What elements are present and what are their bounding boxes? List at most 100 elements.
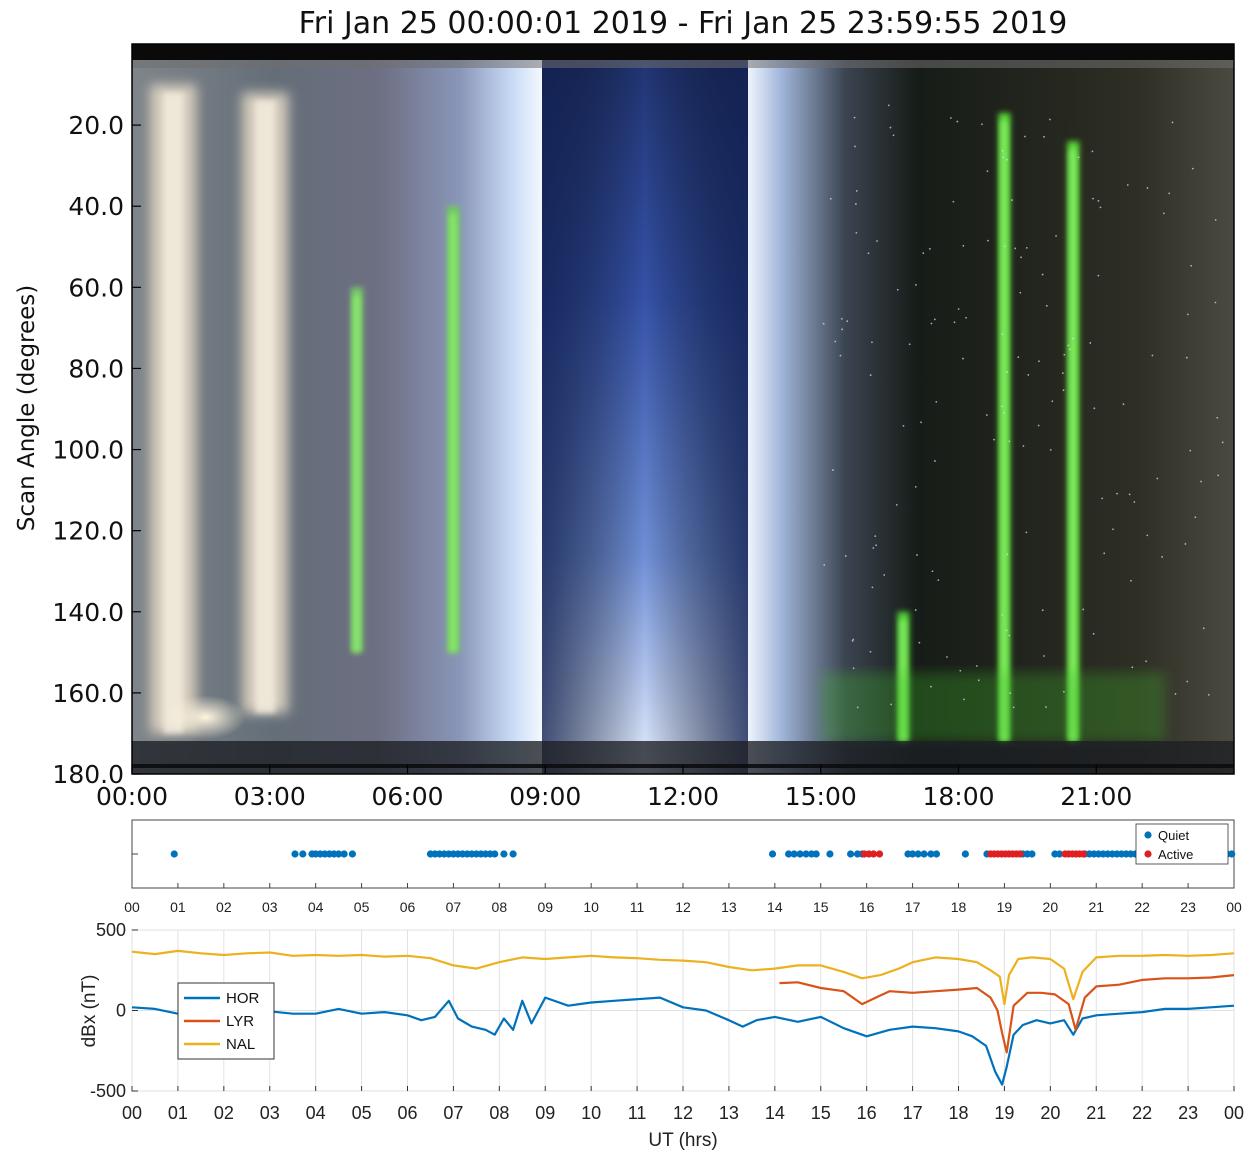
activity-x-tick-label: 17	[905, 899, 921, 915]
legend-nal-label: NAL	[226, 1036, 255, 1053]
star	[916, 554, 918, 556]
quiet-dot	[509, 850, 517, 858]
activity-x-tick-label: 21	[1088, 899, 1104, 915]
star	[993, 438, 995, 441]
star	[1116, 492, 1118, 495]
star	[1043, 135, 1045, 138]
activity-panel: 00 01 02 03 04 05 06 07 08 09 10 11 12 13 14 15 16 17 18 19…	[124, 819, 1242, 915]
star	[1200, 480, 1202, 483]
star	[851, 639, 854, 642]
star	[1055, 234, 1057, 237]
keogram-x-tick-label: 18:00	[922, 782, 994, 811]
star	[981, 123, 983, 126]
star	[1006, 371, 1008, 373]
star	[1214, 218, 1217, 221]
star	[1089, 342, 1092, 344]
quiet-dot	[291, 850, 299, 858]
star	[949, 117, 952, 119]
quiet-dot	[961, 850, 969, 858]
star	[1126, 184, 1129, 186]
star	[1097, 200, 1100, 202]
keogram-panel	[132, 44, 1234, 774]
activity-x-tick-label: 15	[813, 899, 829, 915]
star	[1146, 534, 1149, 537]
star	[1062, 389, 1065, 392]
aurora-band-core	[352, 295, 360, 653]
legend-lyr-label: LYR	[226, 1013, 254, 1030]
chart-title: Fri Jan 25 00:00:01 2019 - Fri Jan 25 23…	[299, 6, 1068, 41]
quiet-dot	[812, 850, 820, 858]
activity-x-tick-label: 16	[859, 899, 875, 915]
keogram-y-tick-label: 180.0	[52, 760, 124, 789]
activity-x-tick-label: 00	[1226, 899, 1242, 915]
quiet-dot	[826, 850, 834, 858]
star	[914, 485, 917, 488]
star	[855, 231, 858, 234]
keogram-y-tick-label: 100.0	[52, 436, 124, 465]
star	[1009, 692, 1012, 695]
activity-legend-box	[1135, 823, 1229, 865]
keogram-x-tick-label: 09:00	[509, 782, 581, 811]
star	[1174, 693, 1177, 695]
star	[856, 706, 859, 709]
star	[1130, 579, 1132, 582]
star	[844, 555, 847, 557]
magnetometer-x-tick-label: 15	[811, 1103, 831, 1123]
star	[1207, 693, 1210, 696]
star	[832, 469, 834, 471]
star	[930, 685, 932, 688]
star	[933, 318, 936, 321]
star	[834, 340, 837, 343]
legend-active-marker	[1144, 850, 1152, 858]
star	[889, 126, 892, 129]
star	[871, 586, 874, 589]
star	[922, 252, 925, 254]
star	[1151, 354, 1154, 357]
quiet-dot	[299, 850, 307, 858]
magnetometer-y-tick-label: 500	[96, 920, 126, 940]
star	[915, 284, 917, 286]
star	[977, 679, 980, 682]
star	[962, 357, 964, 360]
star	[1092, 632, 1095, 635]
star	[962, 244, 965, 247]
star	[987, 239, 989, 242]
keogram-y-axis-label: Scan Angle (degrees)	[14, 285, 40, 532]
star	[1008, 634, 1011, 637]
legend-quiet-marker	[1144, 831, 1152, 839]
star	[1051, 400, 1054, 403]
magnetometer-x-tick-label: 06	[397, 1103, 417, 1123]
star	[1082, 608, 1085, 611]
star	[869, 650, 872, 653]
star	[1067, 344, 1070, 347]
star	[1001, 333, 1004, 336]
activity-x-tick-label: 18	[951, 899, 967, 915]
star	[1217, 474, 1220, 477]
star	[1097, 274, 1100, 277]
star	[1072, 337, 1074, 340]
star	[1077, 156, 1080, 159]
star	[1062, 690, 1065, 693]
star	[1101, 497, 1104, 500]
star	[1025, 531, 1028, 534]
star	[892, 134, 895, 137]
activity-x-tick-label: 07	[446, 899, 462, 915]
star	[1186, 313, 1189, 316]
star	[1145, 660, 1148, 663]
star	[841, 328, 844, 331]
quiet-dot	[1055, 850, 1064, 858]
star	[1011, 199, 1013, 201]
active-dot	[1079, 850, 1087, 858]
magnetometer-lines	[131, 949, 1235, 1086]
magnetometer-x-tick-label: 12	[673, 1103, 693, 1123]
quiet-dot	[348, 850, 356, 858]
magnetometer-axes: 00 01 02 03 04 05 06 07 08 09 10 11 12 13 14 15 16 17 18 19…	[90, 920, 1244, 1123]
quiet-dot	[335, 850, 343, 858]
star	[957, 308, 960, 310]
activity-x-tick-label: 20	[1043, 899, 1059, 915]
activity-x-tick-label: 03	[262, 899, 278, 915]
magnetometer-x-tick-label: 04	[306, 1103, 326, 1123]
magnetometer-x-tick-label: 17	[903, 1103, 923, 1123]
star	[1045, 304, 1048, 307]
star	[1002, 156, 1004, 159]
